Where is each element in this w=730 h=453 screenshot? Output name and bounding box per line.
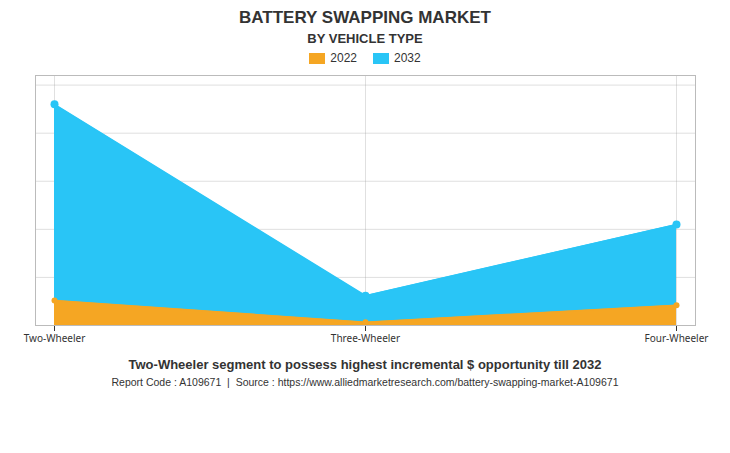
svg-text:Four-Wheeler: Four-Wheeler <box>645 331 709 345</box>
html-text:BATTERY SWAPPING MARKET: BATTERY SWAPPING MARKET <box>239 8 491 27</box>
html-text:BY VEHICLE TYPE: BY VEHICLE TYPE <box>307 31 423 46</box>
svg-text:Two-Wheeler: Two-Wheeler <box>24 331 86 345</box>
html-text:2022: 2022 <box>330 51 357 65</box>
html-text:2032: 2032 <box>394 51 421 65</box>
html-text:Two-Wheeler segment to possess: Two-Wheeler segment to possess highest i… <box>128 357 602 372</box>
html-text:Report Code : A109671 | Source: Report Code : A109671 | Source : https:/… <box>111 376 619 388</box>
svg-text:Three-Wheeler: Three-Wheeler <box>331 331 400 345</box>
